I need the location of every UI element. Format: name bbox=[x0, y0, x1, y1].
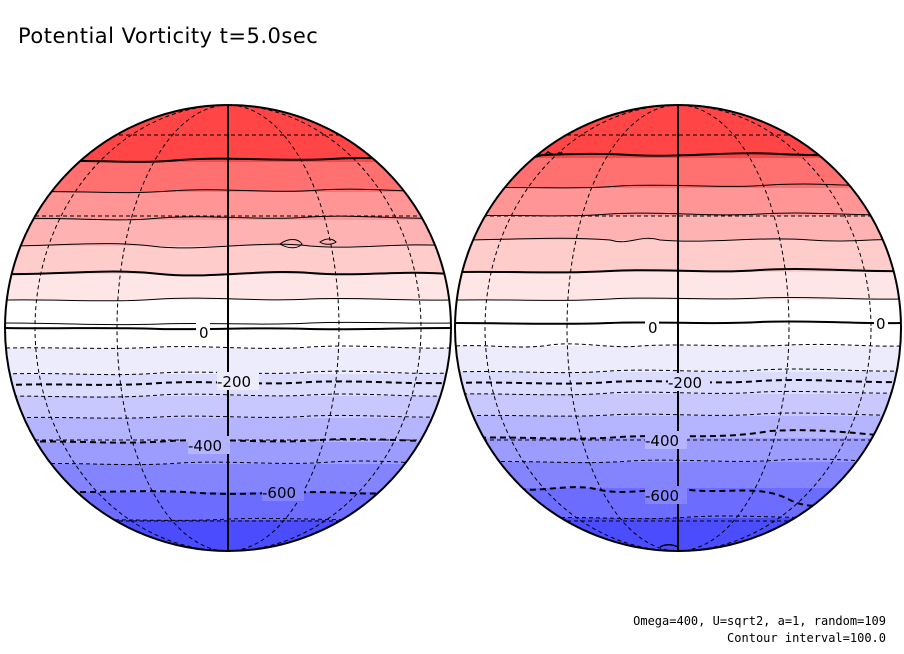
contour-line bbox=[455, 296, 901, 301]
contour-label: -600 bbox=[645, 487, 679, 505]
contour-line bbox=[455, 390, 901, 396]
contour-line bbox=[455, 368, 901, 374]
contour-label: 0 bbox=[199, 324, 209, 342]
contour-labels-left: 0 -200 -400 -600 bbox=[188, 323, 304, 502]
contour-line bbox=[5, 297, 451, 302]
contour-line bbox=[457, 237, 899, 243]
contour-label: -200 bbox=[668, 374, 702, 392]
contour-line bbox=[79, 517, 381, 521]
contour-line bbox=[659, 544, 679, 548]
contour-line bbox=[29, 460, 441, 466]
contour-line bbox=[469, 183, 891, 189]
parameters-text: Omega=400, U=sqrt2, a=1, random=109 bbox=[633, 614, 886, 628]
contour-label: -400 bbox=[188, 437, 222, 455]
globe-outline-left bbox=[4, 104, 452, 552]
contour-label: 0 bbox=[648, 319, 658, 337]
contour-line bbox=[279, 238, 337, 249]
contour-line bbox=[19, 188, 446, 194]
contour-line bbox=[5, 321, 451, 326]
contour-line bbox=[19, 438, 446, 444]
contours-left bbox=[5, 157, 451, 521]
contour-line bbox=[455, 412, 901, 417]
contour-line bbox=[479, 458, 881, 464]
globe-outline-right bbox=[454, 104, 902, 552]
contour-interval-text: Contour interval=100.0 bbox=[727, 631, 886, 645]
contour-line bbox=[459, 212, 896, 217]
contour-label: -200 bbox=[217, 373, 251, 391]
contour-line bbox=[7, 243, 451, 249]
contour-line bbox=[455, 343, 901, 348]
contour-line bbox=[455, 320, 901, 325]
contour-label: -400 bbox=[645, 432, 679, 450]
contour-line bbox=[539, 515, 831, 520]
plot-title: Potential Vorticity t=5.0sec bbox=[18, 24, 319, 48]
contour-line bbox=[9, 215, 451, 221]
contour-labels-right: 0 0 -200 -400 -600 bbox=[645, 314, 888, 505]
contour-line bbox=[509, 486, 851, 507]
contour-label: 0 bbox=[876, 315, 886, 333]
contour-line bbox=[5, 270, 451, 277]
contour-line bbox=[455, 268, 901, 274]
contour-label: -600 bbox=[262, 484, 296, 502]
graticule-right bbox=[455, 105, 901, 551]
contour-line bbox=[5, 327, 451, 331]
